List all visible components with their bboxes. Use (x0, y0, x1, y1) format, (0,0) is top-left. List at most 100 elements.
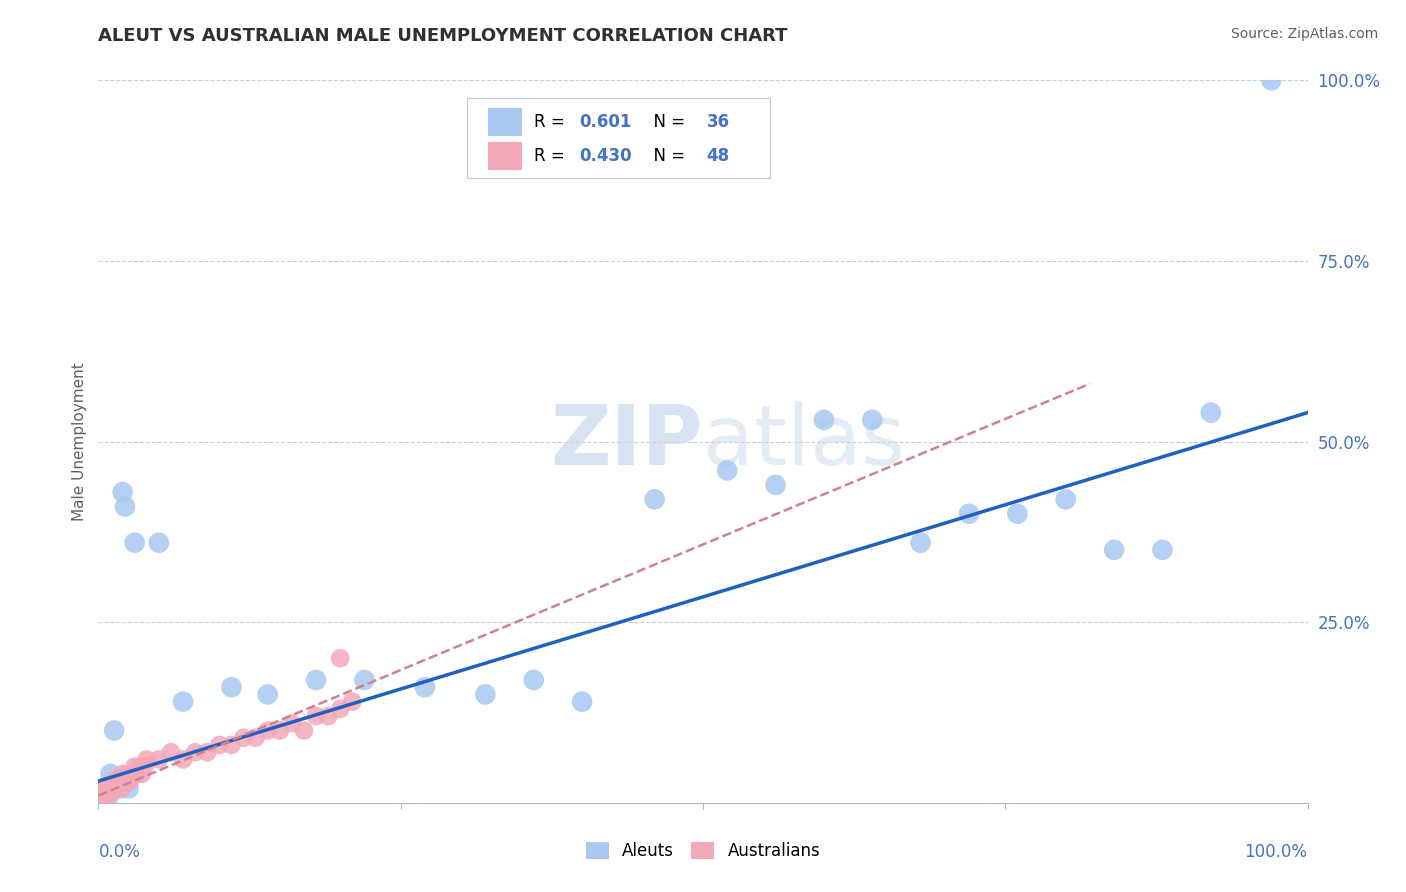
Point (93, 781, 115, 796)
Point (97, 778, 120, 792)
Point (305, 673, 328, 687)
Point (111, 485, 134, 500)
Point (117, 767, 139, 781)
Point (101, 781, 124, 796)
Point (110, 781, 132, 796)
Y-axis label: Male Unemployment: Male Unemployment (72, 362, 87, 521)
Point (97, 789, 120, 803)
Point (305, 709, 328, 723)
Point (108, 774, 131, 789)
Text: R =: R = (534, 147, 569, 165)
Point (118, 774, 141, 789)
Point (127, 767, 149, 781)
Point (134, 760, 156, 774)
Point (124, 535, 146, 549)
Point (644, 492, 666, 507)
Text: 0.0%: 0.0% (98, 843, 141, 861)
Point (474, 687, 496, 701)
Point (765, 478, 787, 492)
Text: atlas: atlas (703, 401, 904, 482)
Text: R =: R = (534, 113, 569, 131)
Point (232, 731, 254, 745)
Point (107, 781, 129, 796)
Point (269, 723, 291, 738)
FancyBboxPatch shape (488, 143, 522, 169)
Point (329, 651, 352, 665)
Point (353, 673, 375, 687)
Point (118, 781, 141, 796)
Point (121, 767, 143, 781)
Point (910, 535, 932, 549)
Point (256, 687, 278, 701)
Text: Source: ZipAtlas.com: Source: ZipAtlas.com (1230, 27, 1378, 41)
Legend: Aleuts, Australians: Aleuts, Australians (579, 835, 827, 867)
FancyBboxPatch shape (488, 109, 522, 136)
Point (124, 760, 146, 774)
Point (131, 767, 153, 781)
Point (160, 745, 183, 759)
FancyBboxPatch shape (467, 98, 769, 178)
Point (91, 781, 114, 796)
Point (1054, 492, 1077, 507)
Point (100, 781, 122, 796)
Point (221, 680, 243, 694)
Text: 36: 36 (707, 113, 730, 131)
Point (571, 695, 593, 709)
Point (172, 752, 194, 766)
Point (103, 723, 125, 738)
Point (90, 789, 112, 803)
Point (1260, 73, 1282, 87)
Point (105, 774, 128, 789)
Point (94, 789, 117, 803)
Point (108, 781, 131, 796)
Point (172, 695, 194, 709)
Point (1007, 507, 1029, 521)
Point (148, 535, 170, 549)
Point (96, 785, 118, 799)
Point (148, 752, 170, 766)
Point (1199, 406, 1222, 420)
Point (184, 745, 207, 759)
Point (105, 774, 128, 789)
Text: N =: N = (643, 147, 690, 165)
Point (100, 781, 122, 796)
Point (245, 731, 267, 745)
Point (716, 463, 738, 477)
Point (208, 738, 231, 752)
Point (957, 507, 980, 521)
Point (256, 723, 278, 738)
Point (100, 767, 122, 781)
Point (523, 673, 546, 687)
Point (98, 781, 121, 796)
Point (860, 413, 883, 427)
Point (96, 781, 118, 796)
Point (1152, 542, 1174, 557)
Point (195, 745, 218, 759)
Point (101, 781, 124, 796)
Point (111, 767, 134, 781)
Point (813, 413, 835, 427)
Point (316, 709, 339, 723)
Point (93, 781, 115, 796)
Point (91, 789, 114, 803)
Point (98, 789, 121, 803)
Point (135, 752, 157, 766)
Text: ALEUT VS AUSTRALIAN MALE UNEMPLOYMENT CORRELATION CHART: ALEUT VS AUSTRALIAN MALE UNEMPLOYMENT CO… (98, 27, 787, 45)
Text: ZIP: ZIP (551, 401, 703, 482)
Point (108, 774, 131, 789)
Point (221, 738, 243, 752)
Point (114, 500, 136, 514)
Text: 0.601: 0.601 (579, 113, 633, 131)
Point (103, 774, 125, 789)
Point (1102, 542, 1125, 557)
Text: 100.0%: 100.0% (1244, 843, 1308, 861)
Point (342, 695, 364, 709)
Text: 48: 48 (707, 147, 730, 165)
Point (128, 760, 150, 774)
Point (89, 789, 111, 803)
Point (114, 774, 136, 789)
Point (292, 723, 315, 738)
Point (413, 680, 436, 694)
Text: N =: N = (643, 113, 690, 131)
Text: 0.430: 0.430 (579, 147, 633, 165)
